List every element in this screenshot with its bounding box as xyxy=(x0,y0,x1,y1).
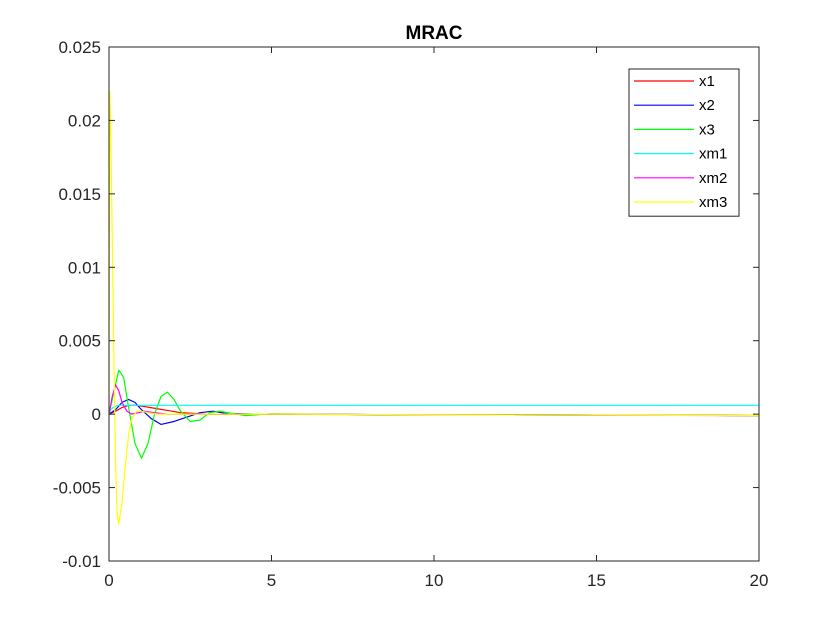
x-tick-label: 20 xyxy=(750,571,769,590)
y-tick-label: 0.025 xyxy=(58,38,101,57)
legend-label-x1: x1 xyxy=(699,73,715,90)
y-tick-label: 0.005 xyxy=(58,332,101,351)
x-tick-label: 15 xyxy=(587,571,606,590)
chart-title: MRAC xyxy=(406,23,463,44)
series-line-xm3 xyxy=(108,90,760,525)
legend: x1 x2 x3 xm1 xm2 xm3 xyxy=(628,68,740,217)
y-tick-label: 0.01 xyxy=(68,258,101,277)
y-tick-label: 0.015 xyxy=(58,185,101,204)
y-tick-label: 0.02 xyxy=(68,111,101,130)
y-tick-label: 0 xyxy=(92,405,101,424)
legend-label-xm3: xm3 xyxy=(699,194,727,211)
y-tick-label: -0.005 xyxy=(53,479,101,498)
legend-label-xm2: xm2 xyxy=(699,170,727,187)
y-axis: -0.01 -0.005 0 0.005 0.01 0.015 0.02 0.025 xyxy=(53,38,759,571)
legend-label-xm1: xm1 xyxy=(699,146,727,163)
y-tick-label: -0.01 xyxy=(62,552,101,571)
x-tick-label: 5 xyxy=(267,571,276,590)
x-tick-label: 0 xyxy=(104,571,113,590)
x-tick-label: 10 xyxy=(425,571,444,590)
legend-box xyxy=(628,68,740,217)
x-axis: 0 5 10 15 20 xyxy=(104,47,768,590)
series-line-xm1 xyxy=(108,404,759,415)
legend-label-x2: x2 xyxy=(699,97,715,114)
series-layer xyxy=(108,90,760,525)
legend-label-x3: x3 xyxy=(699,121,715,138)
